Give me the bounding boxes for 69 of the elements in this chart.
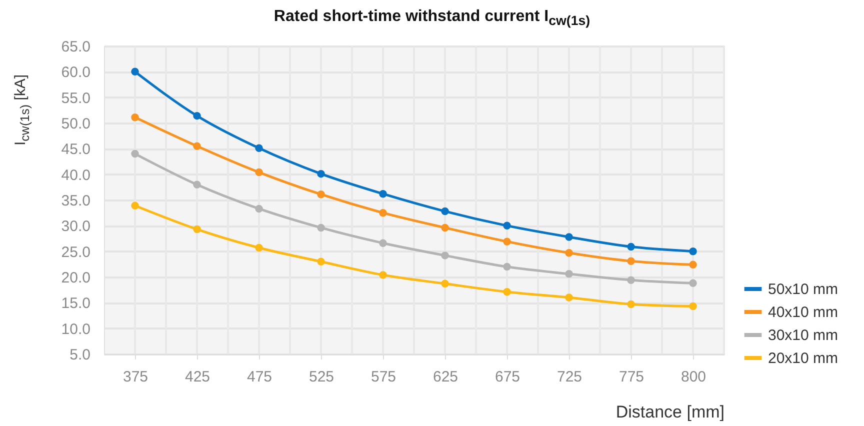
point: [255, 244, 263, 252]
y-tick-label: 5.0: [70, 346, 90, 364]
point: [255, 144, 263, 152]
point: [193, 225, 201, 234]
point: [317, 224, 325, 232]
point: [193, 112, 201, 120]
point: [317, 170, 325, 178]
y-tick-label: 10.0: [61, 320, 90, 338]
x-tick-label: 475: [246, 368, 272, 386]
y-tick-label: 15.0: [61, 295, 90, 312]
point: [627, 300, 635, 308]
point: [255, 168, 263, 176]
legend-label: 40x10 mm: [768, 304, 838, 321]
y-tick-label: 30.0: [61, 218, 90, 236]
point: [565, 270, 573, 278]
point: [627, 257, 635, 265]
y-tick-label: 45.0: [61, 141, 90, 158]
point: [131, 202, 139, 210]
point: [503, 238, 511, 246]
point: [627, 276, 635, 284]
point: [441, 280, 449, 288]
x-tick-label: 525: [308, 368, 334, 386]
x-tick-label: 775: [618, 368, 644, 386]
point: [255, 204, 263, 213]
point: [627, 242, 635, 251]
point: [503, 288, 511, 296]
x-axis-title: Distance [mm]: [616, 402, 724, 422]
point: [565, 233, 573, 241]
point: [689, 260, 697, 269]
point: [131, 150, 139, 158]
chart-title: Rated short-time withstand current I$_{cw(1s)}$: [272, 8, 592, 28]
point: [379, 239, 387, 247]
point: [565, 294, 573, 302]
point: [193, 180, 201, 188]
x-tick-label: 425: [184, 368, 210, 386]
point: [193, 142, 201, 150]
y-tick-label: 50.0: [61, 116, 90, 132]
point: [317, 190, 325, 198]
point: [441, 224, 449, 232]
y-tick-label: 60.0: [61, 64, 90, 82]
point: [379, 208, 387, 217]
x-tick-label: 675: [494, 368, 520, 386]
x-tick-label: 625: [432, 368, 458, 386]
y-tick-label: 65.0: [61, 38, 90, 56]
y-tick-label: 35.0: [61, 192, 90, 210]
legend-label: 20x10 mm: [768, 350, 838, 367]
point: [689, 302, 697, 310]
point: [131, 68, 139, 76]
y-tick-label: 40.0: [61, 166, 90, 184]
point: [317, 258, 325, 266]
y-tick-label: 20.0: [61, 270, 90, 286]
legend-label: 30x10 mm: [768, 327, 838, 344]
x-tick-label: 575: [370, 368, 396, 386]
point: [689, 279, 697, 288]
point: [379, 271, 387, 279]
x-tick-label: 725: [556, 368, 582, 386]
legend-label: 50x10 mm: [768, 281, 838, 298]
point: [441, 252, 449, 260]
y-tick-label: 25.0: [61, 244, 90, 261]
x-tick-label: 375: [122, 368, 148, 386]
x-tick-label: 800: [680, 368, 706, 386]
y-tick-label: 55.0: [61, 90, 90, 107]
point: [131, 113, 139, 122]
point: [503, 222, 511, 230]
point: [689, 247, 697, 256]
point: [379, 190, 387, 198]
point: [565, 249, 573, 257]
point: [503, 262, 511, 271]
point: [441, 207, 449, 216]
